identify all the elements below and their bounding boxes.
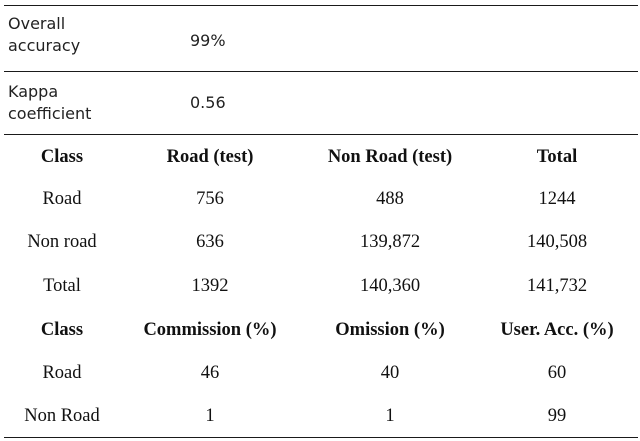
table-cell: Non road bbox=[27, 232, 97, 252]
table-bottom-rule bbox=[4, 437, 638, 438]
table-cell: Road bbox=[42, 189, 82, 209]
confusion-header-row: Class Road (test) Non Road (test) Total bbox=[0, 135, 640, 179]
table-cell: 1392 bbox=[191, 276, 229, 296]
column-header: Total bbox=[536, 147, 578, 167]
table-cell: Total bbox=[43, 276, 81, 296]
table-cell: 60 bbox=[547, 363, 567, 383]
column-header: Commission (%) bbox=[143, 320, 277, 340]
table-cell: Non Road bbox=[24, 406, 100, 426]
column-header: Class bbox=[40, 147, 84, 167]
column-header: Non Road (test) bbox=[327, 147, 453, 167]
table-cell: 40 bbox=[380, 363, 400, 383]
column-header: Omission (%) bbox=[335, 320, 445, 340]
table-cell: 636 bbox=[196, 232, 224, 252]
table-row: Road 46 40 60 bbox=[0, 351, 640, 395]
table-cell: 140,360 bbox=[359, 276, 421, 296]
table-row: Non Road 1 1 99 bbox=[0, 394, 640, 438]
table-cell: 756 bbox=[196, 189, 224, 209]
table-cell: 1 bbox=[205, 406, 215, 426]
table-cell: 46 bbox=[200, 363, 220, 383]
table-row: Total 1392 140,360 141,732 bbox=[0, 264, 640, 308]
kappa-value: 0.56 bbox=[190, 93, 226, 112]
table-cell: Road bbox=[42, 363, 82, 383]
table-top-rule bbox=[4, 5, 638, 6]
column-header: Class bbox=[40, 320, 84, 340]
table-cell: 1244 bbox=[538, 189, 576, 209]
table-row: Non road 636 139,872 140,508 bbox=[0, 220, 640, 264]
divider-rule bbox=[4, 71, 638, 72]
table-cell: 99 bbox=[547, 406, 567, 426]
errors-header-row: Class Commission (%) Omission (%) User. … bbox=[0, 308, 640, 352]
column-header: User. Acc. (%) bbox=[500, 320, 614, 340]
table-cell: 141,732 bbox=[526, 276, 588, 296]
table-row: Road 756 488 1244 bbox=[0, 177, 640, 221]
kappa-label: Kappa coefficient bbox=[8, 82, 92, 123]
overall-accuracy-value: 99% bbox=[190, 31, 226, 50]
divider-rule bbox=[4, 134, 638, 135]
table-cell: 139,872 bbox=[359, 232, 421, 252]
table-cell: 488 bbox=[376, 189, 404, 209]
table-cell: 1 bbox=[385, 406, 395, 426]
column-header: Road (test) bbox=[166, 147, 254, 167]
table-cell: 140,508 bbox=[526, 232, 588, 252]
overall-accuracy-label: Overall accuracy bbox=[8, 14, 81, 55]
